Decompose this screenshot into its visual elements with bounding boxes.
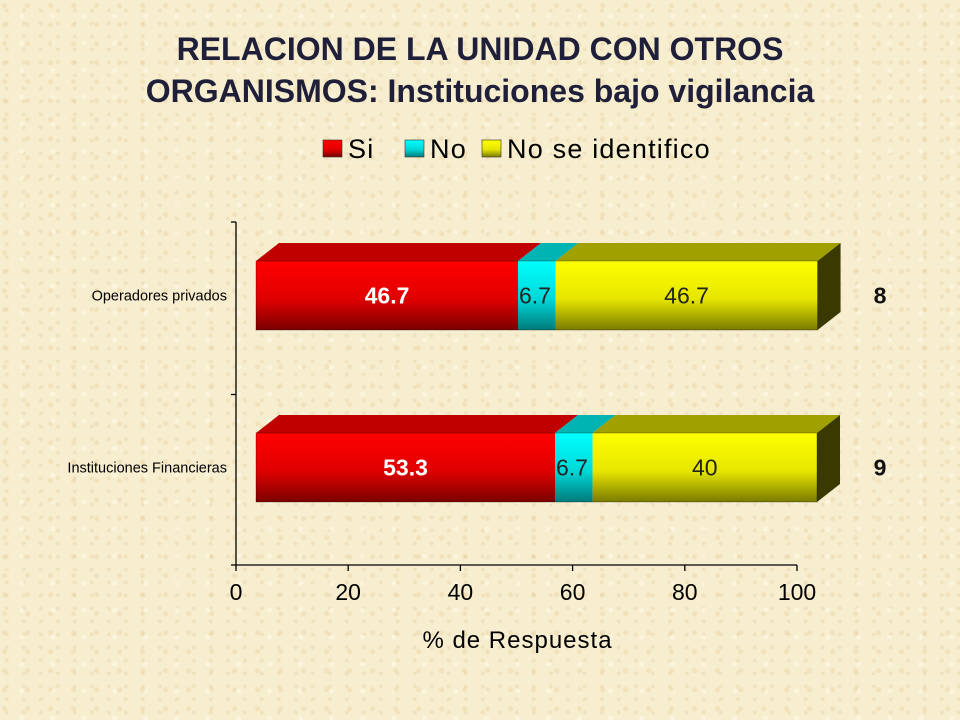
bar-instituciones-financieras-side-face <box>817 415 840 502</box>
x-tick-label-100: 100 <box>778 579 816 605</box>
legend-label-si: Si <box>348 134 374 164</box>
data-label-operadores-privados-no-se-identifico: 46.7 <box>664 283 709 309</box>
category-label-operadores-privados: Operadores privados <box>92 289 227 305</box>
legend-label-no-se-identifico: No se identifico <box>507 134 711 164</box>
bar-operadores-privados-no-se-identifico-top <box>555 243 841 261</box>
bar-instituciones-financieras-no <box>555 433 593 502</box>
chart-legend: Si No No se identifico <box>322 134 711 164</box>
side-label-operadores-privados: 8 <box>874 283 887 309</box>
bar-instituciones-financieras-no-se-identifico-top <box>592 415 840 433</box>
bar-operadores-privados-si-top <box>256 243 541 261</box>
slide-title-line-2: ORGANISMOS: Instituciones bajo vigilanci… <box>145 73 815 109</box>
side-label-instituciones-financieras: 9 <box>874 455 887 481</box>
slide-title-line-1: RELACION DE LA UNIDAD CON OTROS <box>176 31 784 67</box>
data-label-instituciones-financieras-no-se-identifico: 40 <box>692 455 718 481</box>
x-tick-label-0: 0 <box>230 579 243 605</box>
bar-instituciones-financieras-si <box>256 433 556 502</box>
legend-swatch-si <box>322 139 343 158</box>
chart-axes: 0 20 40 60 80 100 % de Respuesta Operadores pri… <box>67 221 816 654</box>
data-label-operadores-privados-no: 6.7 <box>519 283 551 309</box>
bar-instituciones-financieras-no-se-identifico <box>592 433 817 502</box>
legend-swatch-no <box>404 139 425 158</box>
x-tick-label-20: 20 <box>335 579 361 605</box>
chart-labels: 46.7 6.7 46.7 8 53.3 6.7 40 9 <box>365 283 887 481</box>
data-label-instituciones-financieras-no: 6.7 <box>556 455 588 481</box>
x-tick-label-40: 40 <box>448 579 474 605</box>
legend-swatch-no-se-identifico <box>481 139 502 158</box>
data-label-operadores-privados-si: 46.7 <box>365 283 410 309</box>
legend-label-no: No <box>430 134 467 164</box>
bar-operadores-privados-no <box>517 261 556 330</box>
bar-operadores-privados-si <box>256 261 518 330</box>
x-tick-label-80: 80 <box>672 579 698 605</box>
x-tick-label-60: 60 <box>560 579 586 605</box>
data-label-instituciones-financieras-si: 53.3 <box>383 455 428 481</box>
category-label-instituciones-financieras: Instituciones Financieras <box>67 461 227 477</box>
chart-bars <box>255 243 841 503</box>
bar-operadores-privados-no-se-identifico <box>555 261 818 330</box>
bar-instituciones-financieras-no-top <box>555 415 616 433</box>
bar-operadores-privados-outline <box>255 260 818 331</box>
bar-instituciones-financieras-si-top <box>256 415 579 433</box>
bar-operadores-privados-no-top <box>517 243 579 261</box>
bar-instituciones-financieras-outline <box>255 432 818 503</box>
bar-operadores-privados-side-face <box>817 243 841 330</box>
slide-title: RELACION DE LA UNIDAD CON OTROS ORGANISM… <box>0 28 960 112</box>
x-axis-title: % de Respuesta <box>422 627 612 654</box>
